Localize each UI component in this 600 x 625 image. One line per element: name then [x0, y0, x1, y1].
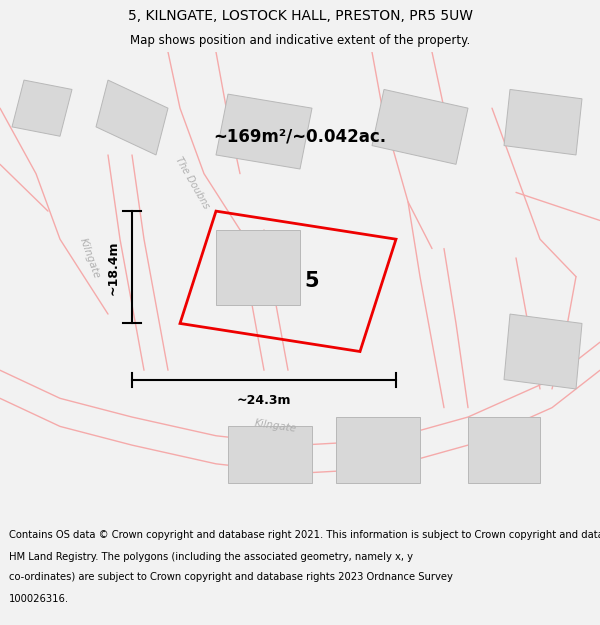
- Polygon shape: [96, 80, 168, 155]
- Polygon shape: [12, 80, 72, 136]
- Text: 5: 5: [305, 271, 319, 291]
- Polygon shape: [468, 417, 540, 482]
- Polygon shape: [504, 89, 582, 155]
- Text: Kilngate: Kilngate: [78, 236, 102, 279]
- Text: Contains OS data © Crown copyright and database right 2021. This information is : Contains OS data © Crown copyright and d…: [9, 531, 600, 541]
- Polygon shape: [372, 89, 468, 164]
- Text: ~169m²/~0.042ac.: ~169m²/~0.042ac.: [214, 127, 386, 145]
- Text: The Doubns: The Doubns: [173, 155, 211, 211]
- Text: HM Land Registry. The polygons (including the associated geometry, namely x, y: HM Land Registry. The polygons (includin…: [9, 551, 413, 561]
- Polygon shape: [504, 314, 582, 389]
- Text: 5, KILNGATE, LOSTOCK HALL, PRESTON, PR5 5UW: 5, KILNGATE, LOSTOCK HALL, PRESTON, PR5 …: [128, 9, 473, 22]
- Text: ~18.4m: ~18.4m: [107, 240, 120, 294]
- Text: 100026316.: 100026316.: [9, 594, 69, 604]
- Polygon shape: [336, 417, 420, 482]
- Polygon shape: [228, 426, 312, 483]
- Polygon shape: [216, 230, 300, 305]
- Text: co-ordinates) are subject to Crown copyright and database rights 2023 Ordnance S: co-ordinates) are subject to Crown copyr…: [9, 572, 453, 582]
- Polygon shape: [216, 94, 312, 169]
- Text: Kilngate: Kilngate: [254, 419, 298, 434]
- Text: Map shows position and indicative extent of the property.: Map shows position and indicative extent…: [130, 34, 470, 47]
- Text: ~24.3m: ~24.3m: [237, 394, 291, 407]
